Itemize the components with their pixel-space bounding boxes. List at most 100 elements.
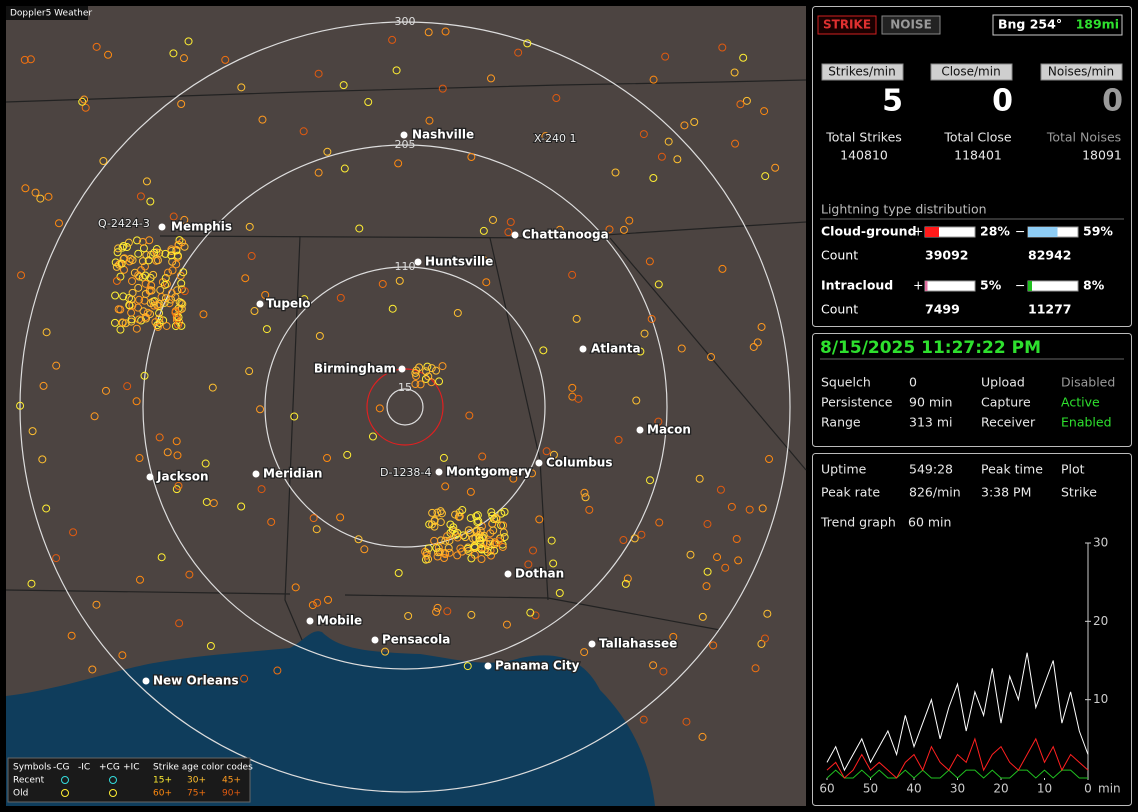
city-dot — [146, 473, 154, 481]
strike-symbol — [394, 159, 403, 168]
strike-symbol — [132, 324, 141, 333]
strike-symbol — [479, 255, 488, 264]
x-tick-label: 0 — [1084, 782, 1092, 796]
strike-symbol — [180, 287, 189, 296]
strike-symbol — [547, 536, 556, 545]
strike-symbol — [80, 95, 89, 104]
bearing: Bng 254° — [998, 17, 1062, 32]
strike-symbol — [489, 215, 498, 224]
strike-symbol — [139, 244, 148, 253]
strike-symbol — [133, 236, 142, 245]
strike-symbol — [135, 272, 144, 281]
strike-symbol — [141, 289, 150, 298]
strike-symbol — [142, 314, 151, 323]
strike-symbol — [340, 164, 349, 173]
strike-symbol — [464, 546, 473, 555]
state-borders — [5, 79, 807, 641]
city-markers — [142, 131, 644, 685]
strike-symbol — [267, 517, 276, 526]
strike-symbol — [472, 512, 481, 521]
strike-symbol — [647, 314, 656, 323]
radar-map: 300 205 110 15 Nashville Memphis Chattan… — [5, 6, 807, 806]
strike-symbol — [745, 505, 754, 514]
strike-symbol — [479, 226, 488, 235]
strike-symbol — [649, 174, 658, 183]
strike-symbol — [167, 289, 176, 298]
strike-symbol — [477, 555, 486, 564]
strike-symbol — [309, 514, 318, 523]
strike-symbol — [427, 364, 436, 373]
total-value: 118401 — [954, 148, 1002, 163]
range-label: 300 — [395, 15, 416, 28]
strike-symbol — [749, 342, 758, 351]
strike-button[interactable] — [817, 15, 877, 35]
strike-symbol — [201, 459, 210, 468]
strike-symbol — [161, 274, 170, 283]
status-text: 90 min — [909, 395, 952, 410]
strike-symbol — [159, 316, 168, 325]
strike-symbol — [117, 259, 126, 268]
strike-symbol — [437, 509, 446, 518]
strike-symbol — [523, 39, 532, 48]
title-box — [6, 6, 88, 20]
strike-symbol — [392, 66, 401, 75]
x-unit: min — [1098, 782, 1121, 796]
bar-track — [1027, 280, 1079, 292]
x-tick-label: 30 — [950, 782, 965, 796]
strike-symbol — [478, 452, 487, 461]
strike-symbol — [134, 249, 143, 258]
x-tick-label: 50 — [863, 782, 878, 796]
city: Tallahassee — [599, 637, 677, 651]
strike-symbol — [500, 533, 509, 542]
strike-symbol — [127, 295, 136, 304]
strike-symbol — [135, 295, 144, 304]
strike-symbol — [149, 270, 158, 279]
rate-value: 0 — [1102, 84, 1123, 119]
strike-symbol — [388, 35, 397, 44]
city-dot — [158, 223, 166, 231]
border — [159, 221, 807, 239]
strike-symbol — [323, 147, 332, 156]
strike-symbol — [140, 371, 149, 380]
strike-symbol — [336, 293, 345, 302]
city-dot — [306, 617, 314, 625]
strike-symbol — [118, 651, 127, 660]
rate-label: Strikes/min — [828, 65, 895, 79]
strike-layer — [16, 27, 780, 741]
strike-symbol — [434, 543, 443, 552]
noise-button-label[interactable]: NOISE — [890, 18, 932, 32]
strike-symbol — [585, 505, 594, 514]
strike-button-label[interactable]: STRIKE — [823, 18, 871, 32]
strike-symbol — [611, 168, 620, 177]
strike-symbol — [312, 525, 321, 534]
strike-symbol — [261, 290, 270, 299]
count: 82942 — [1028, 248, 1072, 263]
strike-symbol — [424, 28, 433, 37]
strike-symbol — [514, 48, 523, 57]
strike-symbol — [654, 280, 663, 289]
strike-symbol — [143, 308, 152, 317]
strike-symbol — [463, 662, 472, 671]
trend-line — [826, 769, 1088, 779]
strike-symbol — [742, 96, 751, 105]
strike-symbol — [636, 347, 645, 356]
strike-symbol — [174, 240, 183, 249]
strike-symbol — [128, 277, 137, 286]
percent-bar — [925, 281, 928, 291]
strike-symbol — [16, 401, 25, 410]
strike-symbol — [158, 278, 167, 287]
noise-button[interactable] — [881, 15, 941, 35]
strike-symbol — [492, 539, 501, 548]
strike-symbol — [241, 274, 250, 283]
strike-symbol — [116, 305, 125, 314]
strike-symbol — [138, 257, 147, 266]
strike-symbol — [128, 256, 137, 265]
strike-symbol — [453, 308, 462, 317]
strike-symbol — [146, 299, 155, 308]
strike-symbol — [474, 517, 483, 526]
sign: + — [913, 224, 923, 239]
strike-symbol — [765, 455, 774, 464]
bar-track — [924, 280, 976, 292]
y-tick-label: 10 — [1093, 692, 1108, 706]
